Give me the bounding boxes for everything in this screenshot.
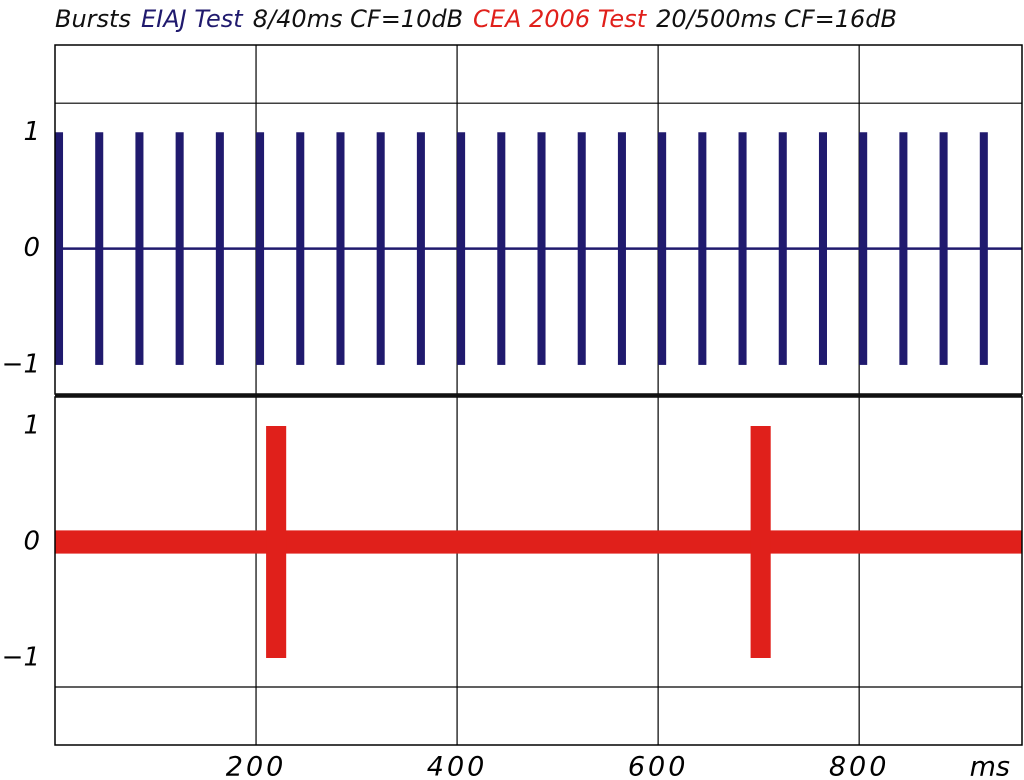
x-tick-label: 600: [628, 752, 689, 780]
burst: [617, 132, 626, 365]
burst: [778, 132, 787, 365]
chart-title: Bursts EIAJ Test 8/40ms CF=10dB CEA 2006 Te…: [55, 5, 897, 33]
title-part: EIAJ Test: [141, 5, 244, 33]
title-part: Bursts: [55, 5, 131, 33]
panel-frame: [54, 396, 1023, 746]
burst: [859, 132, 868, 365]
baseline-band: [55, 530, 1022, 554]
burst: [95, 132, 104, 365]
x-axis-label: ms: [970, 752, 1010, 780]
x-tick-label: 800: [829, 752, 890, 780]
burst: [457, 132, 466, 365]
burst: [55, 132, 64, 365]
burst: [899, 132, 908, 365]
x-tick-label: 200: [226, 752, 287, 780]
burst: [818, 132, 827, 365]
y-tick-label: −1: [2, 643, 40, 673]
y-tick-label: 1: [23, 117, 40, 147]
burst: [296, 132, 305, 365]
burst: [979, 132, 988, 365]
burst: [336, 132, 345, 365]
burst: [416, 132, 425, 365]
burst: [658, 132, 667, 365]
burst: [376, 132, 385, 365]
burst: [750, 426, 771, 658]
burst: [256, 132, 265, 365]
y-tick-label: 1: [23, 411, 40, 441]
burst: [135, 132, 144, 365]
burst: [266, 426, 287, 658]
burst: [175, 132, 184, 365]
y-tick-label: −1: [2, 349, 40, 379]
burst: [215, 132, 224, 365]
x-tick-label: 400: [427, 752, 488, 780]
y-tick-label: 0: [23, 233, 40, 263]
burst: [537, 132, 546, 365]
burst: [698, 132, 707, 365]
burst: [497, 132, 506, 365]
burst: [738, 132, 747, 365]
burst: [939, 132, 948, 365]
title-part: CEA 2006 Test: [473, 5, 648, 33]
burst: [577, 132, 586, 365]
title-part: 20/500ms CF=16dB: [656, 5, 897, 33]
y-tick-label: 0: [23, 527, 40, 557]
title-part: 8/40ms CF=10dB: [253, 5, 463, 33]
